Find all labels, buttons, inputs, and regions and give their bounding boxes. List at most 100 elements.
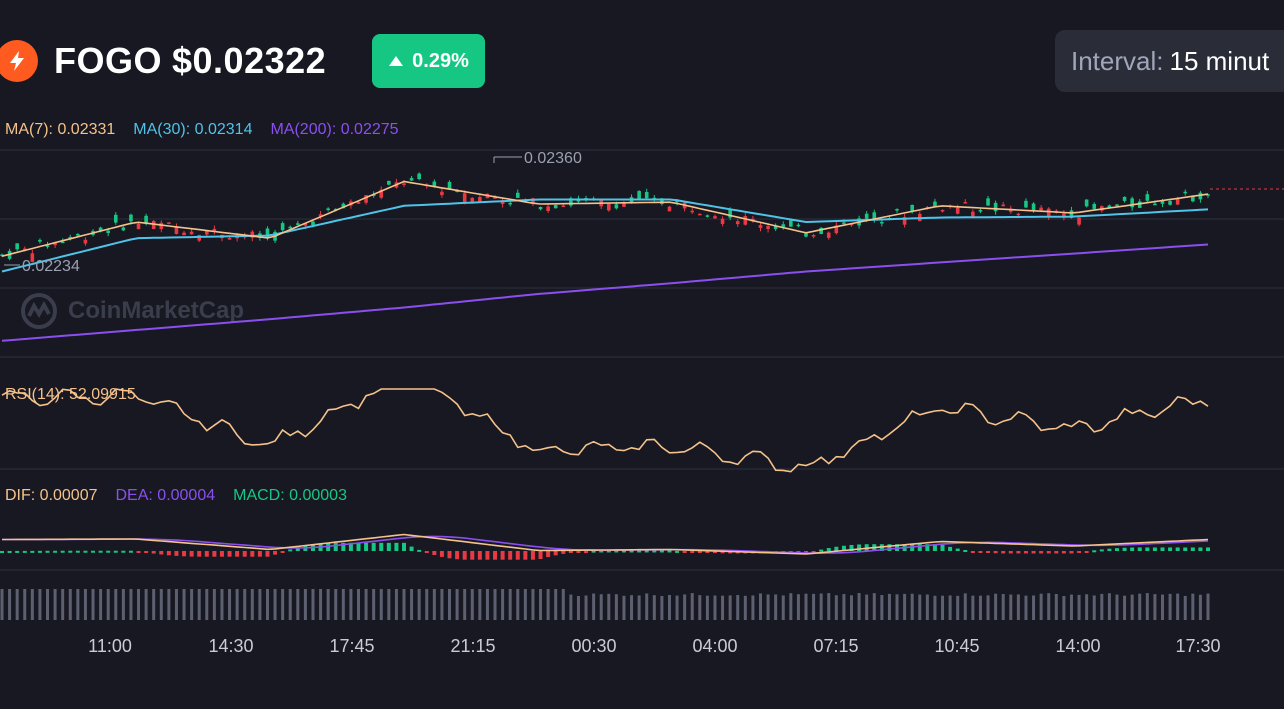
volume-bar [698, 595, 702, 620]
candle-body [720, 218, 725, 224]
candle-body [811, 235, 816, 237]
macd-bar [98, 550, 103, 553]
candle-body [493, 197, 497, 199]
volume-bar [675, 595, 679, 620]
candle-body [1191, 195, 1195, 202]
macd-bar [68, 550, 73, 553]
candle-body [895, 209, 899, 211]
lightning-icon [10, 51, 24, 71]
candle-body [789, 220, 793, 227]
volume-bar [766, 594, 770, 620]
macd-bar [659, 550, 664, 553]
candle-body [1183, 191, 1188, 194]
volume-bar [1115, 594, 1119, 620]
candle-body [45, 245, 50, 247]
macd-bar [424, 551, 429, 553]
volume-bar [463, 589, 467, 620]
macd-bar [189, 551, 194, 557]
high-marker: 0.02360 [493, 150, 582, 167]
macd-bar [963, 550, 968, 553]
candle-body [910, 204, 914, 212]
macd-bar [1168, 547, 1173, 551]
macd-bar [614, 550, 619, 553]
candle-body [379, 189, 384, 198]
candle-body [326, 208, 330, 211]
volume-bar [971, 595, 975, 620]
volume-bar [599, 594, 603, 620]
macd-bar [1092, 550, 1097, 553]
macd-bar [113, 550, 118, 553]
candle-body [508, 202, 512, 205]
volume-bar [243, 589, 247, 620]
volume-bar [159, 589, 163, 620]
volume-bar [1069, 594, 1073, 620]
volume-bar [387, 589, 391, 620]
macd-bar [834, 546, 839, 551]
volume-bar [1032, 595, 1036, 620]
macd-bar [857, 544, 862, 551]
candle-body [1206, 194, 1210, 196]
macd-bar [1039, 551, 1044, 554]
volume-bar [417, 589, 421, 620]
volume-bar [0, 589, 4, 620]
interval-selector[interactable]: Interval: 15 minut [1055, 30, 1284, 92]
macd-bar [455, 551, 460, 560]
macd-bar [561, 551, 566, 554]
macd-bar [151, 551, 156, 554]
macd-bar [485, 551, 490, 560]
macd-bar [675, 550, 680, 553]
volume-bar [228, 589, 232, 620]
macd-bar [144, 551, 149, 553]
candle-body [986, 198, 990, 206]
x-tick: 14:00 [1055, 636, 1101, 656]
macd-bar [978, 551, 983, 553]
candle-body [106, 230, 110, 234]
macd-bar [841, 545, 846, 551]
macd-bar [1077, 551, 1082, 553]
macd-bar [1114, 548, 1119, 551]
volume-bar [1039, 593, 1043, 620]
volume-bar [1077, 594, 1081, 620]
macd-bar [204, 551, 209, 557]
macd-bar [462, 551, 467, 560]
candle-body [606, 203, 611, 211]
volume-bar [523, 589, 527, 620]
volume-bar [516, 589, 520, 620]
macd-bar [546, 551, 551, 558]
volume-bar [76, 589, 80, 620]
candle-body [660, 198, 664, 205]
macd-bar [53, 550, 58, 553]
candle-body [796, 224, 801, 227]
candle-body [60, 241, 65, 244]
volume-bar [1123, 595, 1127, 620]
volume-bar [326, 589, 330, 620]
candle-body [0, 254, 4, 257]
macd-bar [682, 551, 687, 553]
candle-body [515, 192, 520, 198]
macd-bar [948, 546, 953, 551]
volume-bar [311, 589, 315, 620]
candle-body [227, 237, 232, 240]
candle-body [933, 201, 937, 207]
candle-body [356, 201, 361, 204]
volume-bar [834, 595, 838, 620]
macd-bar [402, 542, 406, 551]
macd-bar [849, 544, 854, 551]
volume-bar [455, 589, 459, 620]
candle-body [773, 225, 778, 230]
candle-body [303, 222, 308, 226]
volume-bar [1206, 593, 1210, 620]
candle-body [940, 210, 945, 212]
volume-bar [250, 589, 254, 620]
macd-bar [356, 542, 361, 551]
candle-body [834, 225, 839, 234]
candle-body [341, 203, 346, 209]
volume-bar [265, 589, 269, 620]
macd-bar [712, 551, 717, 554]
volume-bar [705, 595, 709, 620]
volume-bar [410, 589, 414, 620]
ma7-line [1, 180, 1209, 257]
candle-body [705, 215, 710, 217]
macd-bar [280, 551, 285, 553]
